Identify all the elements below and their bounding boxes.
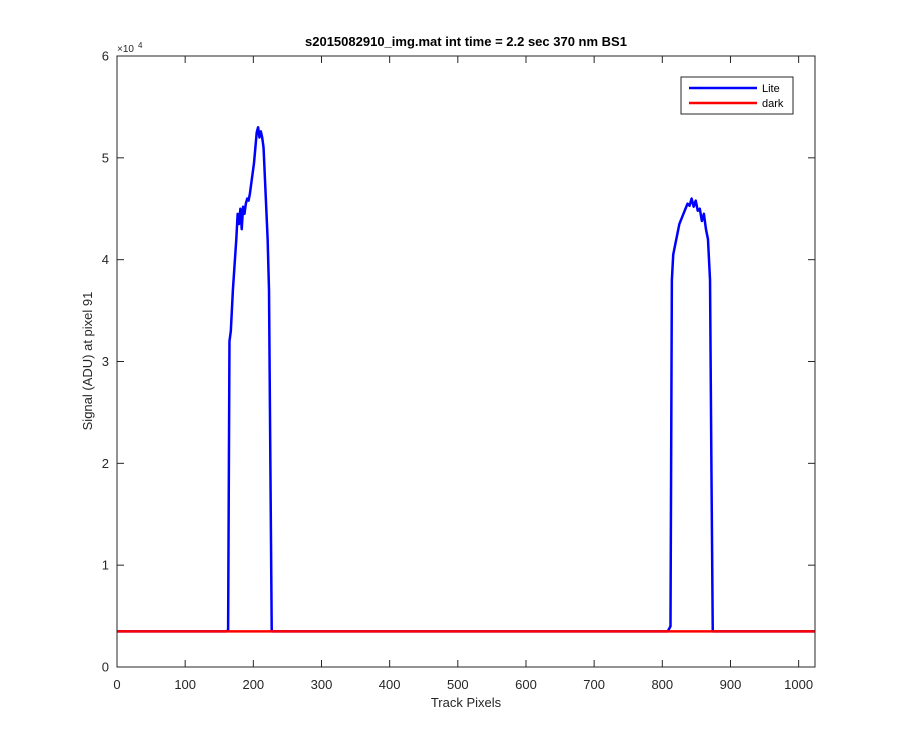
legend-label-dark: dark xyxy=(762,98,784,110)
y-axis-ticks: 0 1 2 3 4 5 6 xyxy=(102,49,815,675)
x-tick-label: 1000 xyxy=(784,677,813,692)
x-tick-label: 900 xyxy=(720,677,742,692)
x-tick-label: 800 xyxy=(651,677,673,692)
plot-area xyxy=(117,56,815,667)
x-tick-label: 700 xyxy=(583,677,605,692)
x-tick-label: 500 xyxy=(447,677,469,692)
y-tick-label: 2 xyxy=(102,456,109,471)
series-layer xyxy=(117,126,815,633)
y-exponent-power: 4 xyxy=(138,41,143,50)
x-axis-ticks: 0 100 200 300 400 500 600 700 800 900 1000 xyxy=(113,56,813,692)
y-tick-label: 0 xyxy=(102,660,109,675)
legend-box xyxy=(680,76,794,115)
x-tick-label: 0 xyxy=(113,677,120,692)
y-exponent-base: ×10 xyxy=(117,44,134,55)
y-tick-label: 5 xyxy=(102,150,109,165)
legend: Lite dark xyxy=(680,76,794,115)
y-tick-label: 6 xyxy=(102,49,109,64)
chart-title: s2015082910_img.mat int time = 2.2 sec 3… xyxy=(305,34,627,49)
y-tick-label: 1 xyxy=(102,558,109,573)
x-axis-label: Track Pixels xyxy=(431,695,502,710)
x-tick-label: 100 xyxy=(174,677,196,692)
y-tick-label: 4 xyxy=(102,252,109,267)
x-tick-label: 600 xyxy=(515,677,537,692)
x-tick-label: 300 xyxy=(311,677,333,692)
legend-label-lite: Lite xyxy=(762,83,780,95)
y-tick-label: 3 xyxy=(102,354,109,369)
series-line-lite xyxy=(117,126,815,633)
y-axis-label: Signal (ADU) at pixel 91 xyxy=(80,292,95,431)
x-tick-label: 200 xyxy=(242,677,264,692)
x-tick-label: 400 xyxy=(379,677,401,692)
